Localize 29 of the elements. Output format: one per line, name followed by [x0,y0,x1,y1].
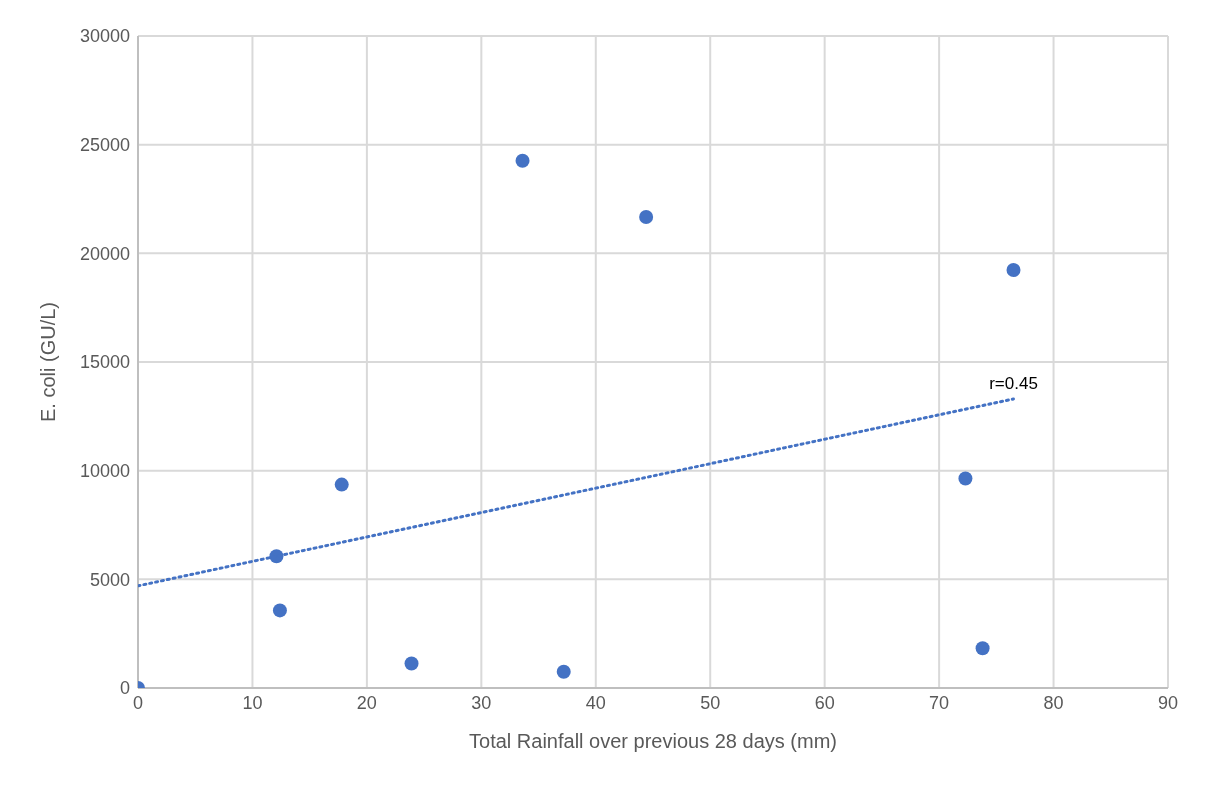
y-tick-label: 25000 [79,135,130,156]
point [639,210,654,225]
x-tick-label: 70 [929,692,950,713]
x-tick-label: 30 [471,692,492,713]
y-axis-title: E. coli (GU/L) [37,301,60,423]
y-tick-label: 5000 [89,569,130,590]
x-tick-label: 60 [814,692,835,713]
x-tick-label: 0 [132,692,144,713]
point [272,603,287,618]
x-tick-label: 50 [700,692,721,713]
point [334,477,349,492]
x-tick-label: 90 [1157,692,1179,713]
point [975,641,990,656]
y-tick-label: 0 [119,678,130,699]
point [404,656,419,671]
point [958,471,973,486]
x-tick-label: 10 [242,692,263,713]
point [556,664,571,679]
y-tick-label: 30000 [79,26,130,47]
point [1006,263,1021,278]
y-tick-label: 10000 [79,461,130,482]
point [515,153,530,168]
annotation: r=0.45 [989,373,1038,393]
x-tick-label: 40 [585,692,606,713]
x-axis-title: Total Rainfall over previous 28 days (mm) [469,730,837,752]
y-tick-label: 20000 [79,243,130,264]
x-tick-label: 20 [356,692,377,713]
y-tick-label: 15000 [79,352,130,373]
x-tick-label: 80 [1043,692,1064,713]
